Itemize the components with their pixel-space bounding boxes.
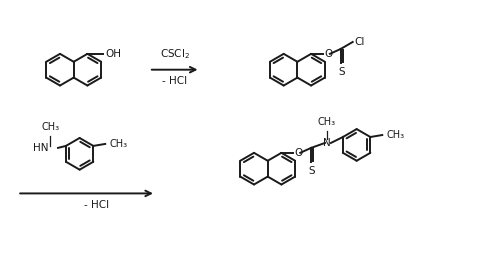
Text: CH₃: CH₃ [318, 117, 336, 127]
Text: O: O [324, 49, 332, 59]
Text: Cl: Cl [355, 37, 365, 47]
Text: S: S [309, 166, 315, 176]
Text: CH₃: CH₃ [386, 130, 404, 140]
Text: - HCl: - HCl [84, 200, 109, 210]
Text: OH: OH [105, 49, 121, 59]
Text: CH₃: CH₃ [109, 139, 127, 149]
Text: N: N [323, 138, 331, 148]
Text: S: S [338, 67, 345, 77]
Text: O: O [294, 148, 303, 158]
Text: CH₃: CH₃ [41, 122, 59, 132]
Text: CSCl$_2$: CSCl$_2$ [160, 47, 190, 61]
Text: - HCl: - HCl [162, 76, 187, 86]
Text: HN: HN [33, 143, 48, 153]
